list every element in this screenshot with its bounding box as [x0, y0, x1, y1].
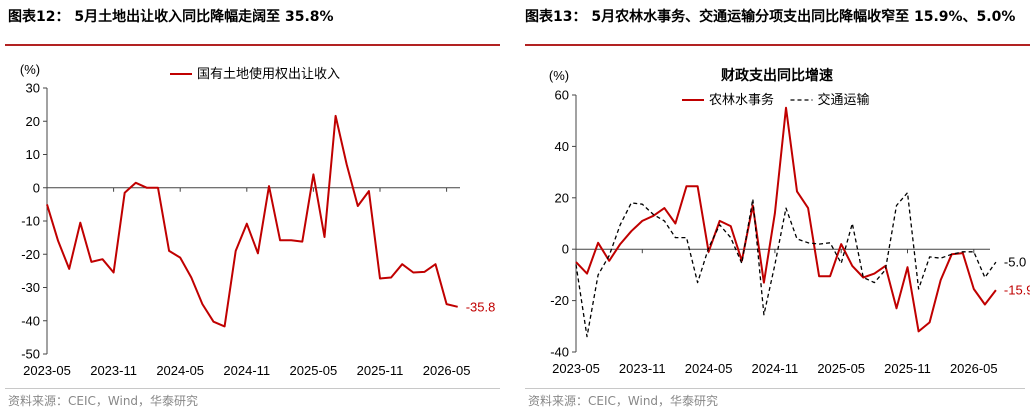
left-y-tick-label: -30: [21, 280, 40, 295]
right-y-tick-label: 0: [562, 242, 569, 257]
right-end-label-2: -5.0: [1004, 255, 1026, 270]
right-end-label-1: -15.9: [1004, 283, 1030, 298]
left-legend-label: 国有土地使用权出让收入: [197, 66, 340, 82]
right-legend-label: 农林水事务: [709, 92, 774, 108]
left-y-tick-label: 0: [33, 180, 40, 195]
right-legend-label: 交通运输: [818, 92, 870, 108]
right-y-tick-label: 20: [555, 190, 569, 205]
right-chart-panel: 图表13： 5月农林水事务、交通运输分项支出同比降幅收窄至 15.9%、5.0%…: [520, 0, 1030, 416]
left-series-line-1: [46, 114, 458, 328]
left-legend-entry: 国有土地使用权出让收入: [170, 66, 340, 82]
right-source-note: 资料来源：CEIC，Wind，华泰研究: [528, 394, 719, 408]
left-unit-label: (%): [20, 62, 40, 77]
left-source-note: 资料来源：CEIC，Wind，华泰研究: [8, 394, 199, 408]
right-x-tick-label: 2024-11: [752, 361, 799, 376]
left-bottom-rule: [5, 388, 500, 389]
left-chart-panel: 图表12： 5月土地出让收入同比降幅走阔至 35.8% 30 20 10 0 -10 -2…: [0, 0, 505, 416]
right-legend-entry: 交通运输: [790, 92, 870, 108]
right-x-tick-label: 2023-11: [619, 361, 666, 376]
right-chart-title: 财政支出同比增速: [720, 67, 833, 84]
left-x-tick-label: 2024-05: [156, 363, 204, 378]
left-x-tick-label: 2023-05: [23, 363, 71, 378]
right-figure-title: 图表13： 5月农林水事务、交通运输分项支出同比降幅收窄至 15.9%、5.0%: [525, 9, 1016, 25]
right-title-rule: [525, 44, 1030, 46]
left-y-tick-label: 30: [26, 81, 40, 96]
right-y-tick-label: 40: [555, 139, 569, 154]
right-series-line-2: [575, 192, 997, 338]
left-y-tick-label: -10: [21, 214, 40, 229]
left-x-tick-label: 2025-05: [290, 363, 338, 378]
left-y-tick-label: 20: [26, 114, 40, 129]
left-y-tick-label: -50: [21, 347, 40, 362]
right-x-tick-label: 2024-05: [685, 361, 733, 376]
right-x-tick-label: 2025-05: [817, 361, 865, 376]
right-legend-entry: 农林水事务: [682, 92, 774, 108]
left-x-tick-label: 2026-05: [423, 363, 471, 378]
right-unit-label: (%): [549, 68, 569, 83]
left-x-tick-label: 2025-11: [357, 363, 404, 378]
left-end-label: -35.8: [466, 299, 496, 314]
left-x-tick-label: 2024-11: [223, 363, 270, 378]
left-y-tick-label: 10: [26, 147, 40, 162]
left-figure-title: 图表12： 5月土地出让收入同比降幅走阔至 35.8%: [8, 9, 334, 25]
right-y-tick-label: 60: [555, 88, 569, 103]
left-title-rule: [5, 44, 500, 46]
right-x-tick-label: 2026-05: [950, 361, 998, 376]
right-x-tick-label: 2025-11: [884, 361, 931, 376]
right-y-tick-label: -40: [550, 345, 569, 360]
left-x-tick-label: 2023-11: [90, 363, 137, 378]
left-y-tick-label: -20: [21, 247, 40, 262]
left-y-tick-label: -40: [21, 313, 40, 328]
right-series-line-1: [575, 106, 997, 333]
right-y-tick-label: -20: [550, 293, 569, 308]
right-x-tick-label: 2023-05: [552, 361, 600, 376]
right-bottom-rule: [525, 388, 1025, 389]
